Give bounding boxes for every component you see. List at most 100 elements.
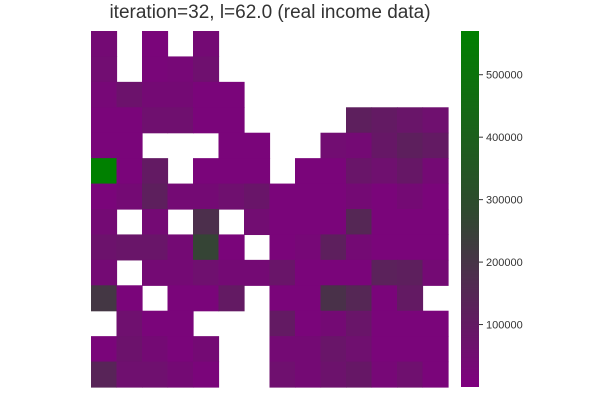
heatmap-cell: [269, 310, 296, 337]
heatmap-cell: [91, 81, 118, 108]
heatmap-cell: [193, 209, 220, 236]
heatmap-cell: [193, 336, 220, 363]
heatmap-cell: [320, 259, 347, 286]
heatmap-cell: [371, 336, 398, 363]
heatmap-cell: [167, 336, 194, 363]
heatmap-cell: [142, 361, 169, 388]
heatmap-cell: [422, 183, 449, 210]
heatmap-cell: [295, 259, 322, 286]
heatmap-cells: [91, 31, 449, 388]
colorbar-ticks: 100000 200000 300000 400000 500000: [479, 70, 523, 332]
heatmap-cell: [142, 209, 169, 236]
heatmap-cell: [397, 285, 424, 312]
chart-title: iteration=32, l=62.0 (real income data): [109, 2, 431, 23]
heatmap-cell: [371, 234, 398, 261]
heatmap-cell: [269, 234, 296, 261]
heatmap-cell: [218, 285, 245, 312]
heatmap-cell: [371, 158, 398, 185]
heatmap-cell: [91, 209, 118, 236]
heatmap-cell: [269, 336, 296, 363]
heatmap-cell: [397, 158, 424, 185]
heatmap-cell: [422, 234, 449, 261]
colorbar-tick-label: 300000: [486, 195, 523, 207]
heatmap-cell: [193, 56, 220, 83]
heatmap-cell: [397, 234, 424, 261]
heatmap-cell: [91, 336, 118, 363]
heatmap-cell: [397, 209, 424, 236]
heatmap-cell: [320, 209, 347, 236]
heatmap-cell: [422, 336, 449, 363]
heatmap-cell: [269, 209, 296, 236]
heatmap-cell: [116, 183, 143, 210]
heatmap-cell: [116, 81, 143, 108]
heatmap-cell: [91, 183, 118, 210]
heatmap-cell: [371, 259, 398, 286]
heatmap-cell: [91, 107, 118, 134]
heatmap-cell: [397, 132, 424, 159]
heatmap-cell: [193, 31, 220, 58]
heatmap-cell: [371, 183, 398, 210]
heatmap-cell: [269, 361, 296, 388]
heatmap-cell: [218, 107, 245, 134]
heatmap-cell: [346, 285, 373, 312]
heatmap-cell: [142, 31, 169, 58]
heatmap-cell: [397, 259, 424, 286]
heatmap-cell: [244, 259, 271, 286]
heatmap-cell: [142, 158, 169, 185]
heatmap-cell: [422, 158, 449, 185]
heatmap-cell: [167, 183, 194, 210]
heatmap-cell: [193, 285, 220, 312]
heatmap-cell: [218, 81, 245, 108]
colorbar-gradient: [461, 31, 479, 387]
heatmap-cell: [193, 81, 220, 108]
heatmap-cell: [116, 107, 143, 134]
heatmap-cell: [91, 234, 118, 261]
heatmap-cell: [269, 285, 296, 312]
heatmap-cell: [346, 183, 373, 210]
heatmap-cell: [116, 158, 143, 185]
heatmap-cell: [346, 336, 373, 363]
heatmap-cell: [346, 361, 373, 388]
heatmap-cell: [116, 310, 143, 337]
heatmap-cell: [320, 336, 347, 363]
heatmap-cell: [91, 285, 118, 312]
heatmap-cell: [422, 310, 449, 337]
heatmap-cell: [193, 183, 220, 210]
heatmap-cell: [371, 132, 398, 159]
heatmap-cell: [295, 209, 322, 236]
heatmap-cell: [295, 310, 322, 337]
heatmap-cell: [371, 285, 398, 312]
heatmap-cell: [422, 361, 449, 388]
heatmap-cell: [295, 234, 322, 261]
heatmap-cell: [371, 209, 398, 236]
heatmap-cell: [244, 209, 271, 236]
heatmap-cell: [422, 259, 449, 286]
heatmap-cell: [269, 183, 296, 210]
heatmap-cell: [320, 310, 347, 337]
heatmap-cell: [218, 158, 245, 185]
heatmap-cell: [346, 234, 373, 261]
heatmap-cell: [91, 259, 118, 286]
heatmap-cell: [91, 158, 118, 185]
heatmap-cell: [244, 132, 271, 159]
colorbar-tick-label: 400000: [486, 132, 523, 144]
heatmap-cell: [167, 81, 194, 108]
heatmap-cell: [397, 310, 424, 337]
heatmap-cell: [218, 183, 245, 210]
heatmap-cell: [320, 132, 347, 159]
heatmap-cell: [295, 285, 322, 312]
colorbar-tick-label: 100000: [486, 320, 523, 332]
heatmap-cell: [295, 158, 322, 185]
heatmap-cell: [142, 259, 169, 286]
heatmap-cell: [422, 107, 449, 134]
heatmap-cell: [167, 107, 194, 134]
heatmap-cell: [142, 183, 169, 210]
heatmap-cell: [346, 158, 373, 185]
heatmap-cell: [167, 310, 194, 337]
heatmap-cell: [346, 107, 373, 134]
heatmap-cell: [193, 107, 220, 134]
heatmap-cell: [167, 285, 194, 312]
heatmap-cell: [218, 132, 245, 159]
heatmap-cell: [346, 310, 373, 337]
